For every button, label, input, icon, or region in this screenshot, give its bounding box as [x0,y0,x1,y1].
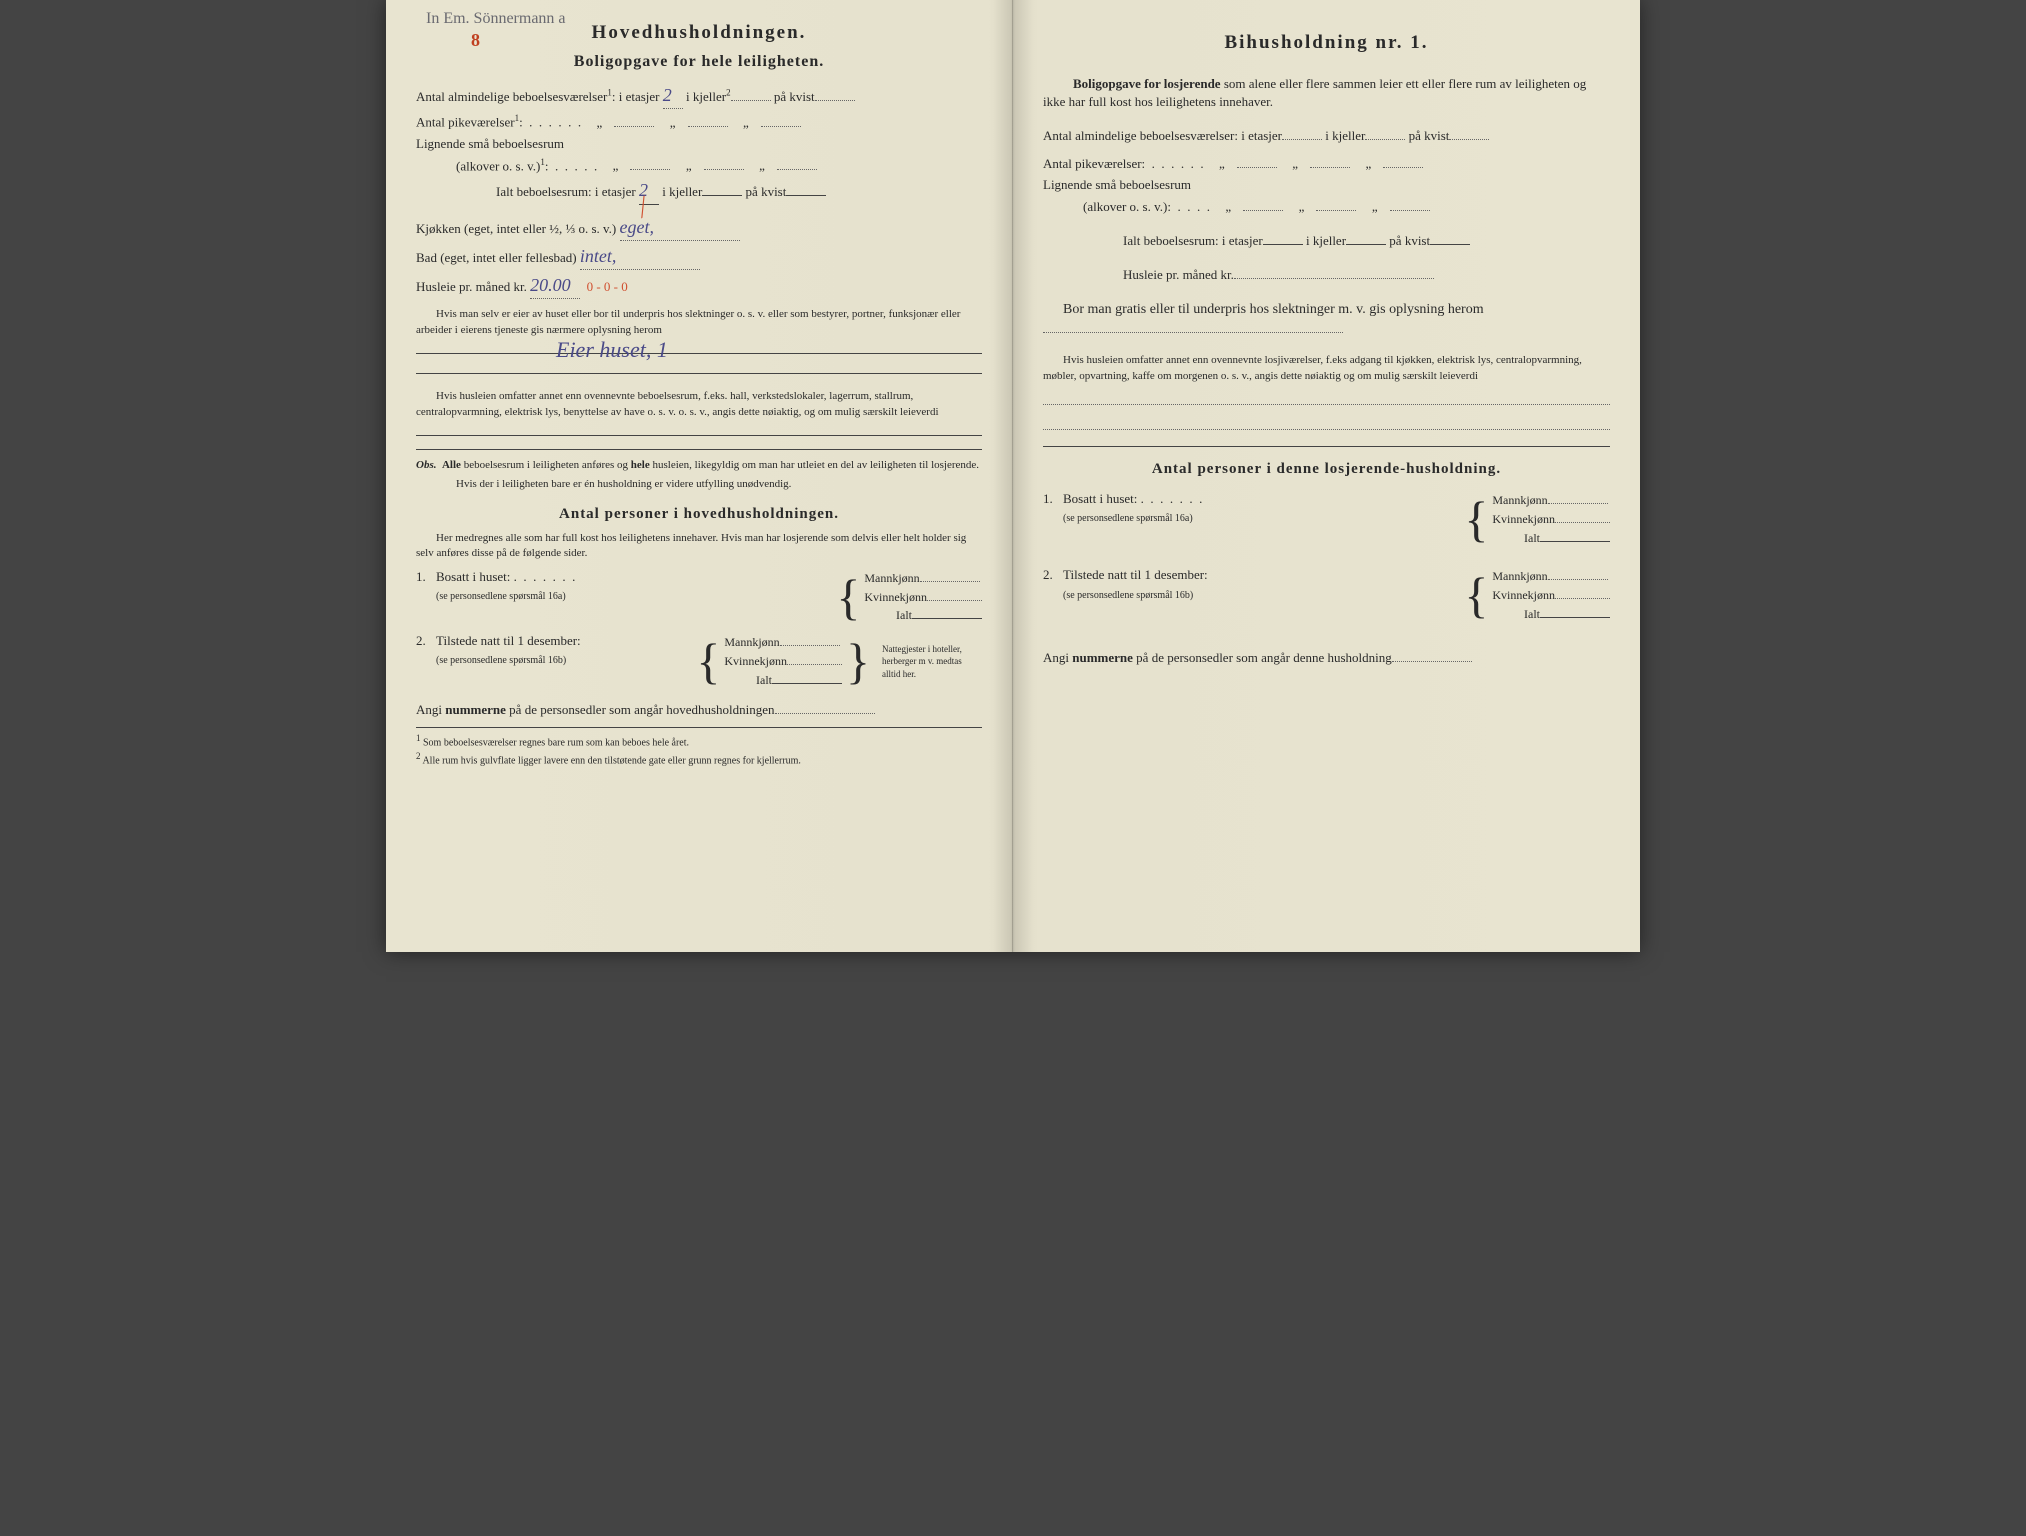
question-2: 2. Tilstede natt til 1 desember: (se per… [416,632,982,690]
lignende-line: Lignende små beboelsesrum [416,135,982,153]
r-question-1: 1. Bosatt i huset: . . . . . . . (se per… [1043,490,1610,548]
nattegjester-note: Nattegjester i hoteller, herberger m v. … [882,643,982,681]
top-hand-annotation: In Em. Sönnermann a [426,8,566,30]
bad-value: intet, [580,244,700,270]
r-question-2: 2. Tilstede natt til 1 desember: (se per… [1043,566,1610,624]
question-1: 1. Bosatt i huset: . . . . . . . (se per… [416,568,982,626]
bad-line: Bad (eget, intet eller fellesbad) intet, [416,244,982,270]
document-spread: In Em. Sönnermann a 8 Hovedhusholdningen… [386,0,1640,952]
r-divider [1043,446,1610,447]
antal-line: Antal almindelige beboelsesværelser1: i … [416,83,982,109]
personer-heading: Antal personer i hovedhusholdningen. [416,504,982,525]
r-personer-heading: Antal personer i denne losjerende-hushol… [1043,459,1610,480]
r-antal-line: Antal almindelige beboelsesværelser: i e… [1043,127,1610,145]
angi-line: Angi nummerne på de personsedler som ang… [416,701,982,719]
husleie-red: 0 - 0 - 0 [587,279,628,294]
husleie-line: Husleie pr. måned kr. 20.00 0 - 0 - 0 [416,273,982,299]
left-page: In Em. Sönnermann a 8 Hovedhusholdningen… [386,0,1013,952]
r-husleie-line: Husleie pr. måned kr. [1123,266,1610,284]
kjokken-line: Kjøkken (eget, intet eller ½, ⅓ o. s. v.… [416,215,982,241]
divider [416,449,982,450]
gratis-paragraph: Bor man gratis eller til underpris hos s… [1043,300,1610,339]
r-ialt-line: Ialt beboelsesrum: i etasjer i kjeller p… [1123,232,1610,250]
husleien-paragraph: Hvis husleien omfatter annet enn ovennev… [416,389,982,420]
right-title: Bihusholdning nr. 1. [1043,30,1610,57]
ialt-line: Ialt beboelsesrum: i etasjer 2 i kjeller… [496,178,982,204]
obs-block: Obs. Alle beboelsesrum i leiligheten anf… [416,458,982,473]
r-husleien-paragraph: Hvis husleien omfatter annet enn ovennev… [1043,353,1610,384]
right-page: Bihusholdning nr. 1. Boligopgave for los… [1013,0,1640,952]
footnotes: 1 Som beboelsesværelser regnes bare rum … [416,727,982,769]
eier-handwriting: Eier huset, 1 [556,335,668,366]
etasjer-value: 2 [663,83,683,109]
r-pike-line: Antal pikeværelser: . . . . . . „ „ „ [1043,155,1610,173]
red-number-8: 8 [471,28,480,53]
r-angi-line: Angi nummerne på de personsedler som ang… [1043,649,1610,667]
eier-paragraph: Hvis man selv er eier av huset eller bor… [416,307,982,338]
kjokken-value: eget, [620,215,740,241]
husleie-value: 20.00 [530,273,580,299]
left-subtitle: Boligopgave for hele leiligheten. [416,51,982,73]
personer-intro: Her medregnes alle som har full kost hos… [416,531,982,562]
right-subtitle: Boligopgave for losjerende som alene ell… [1043,75,1610,111]
pike-line: Antal pikeværelser1: . . . . . . „ „ „ [416,112,982,132]
